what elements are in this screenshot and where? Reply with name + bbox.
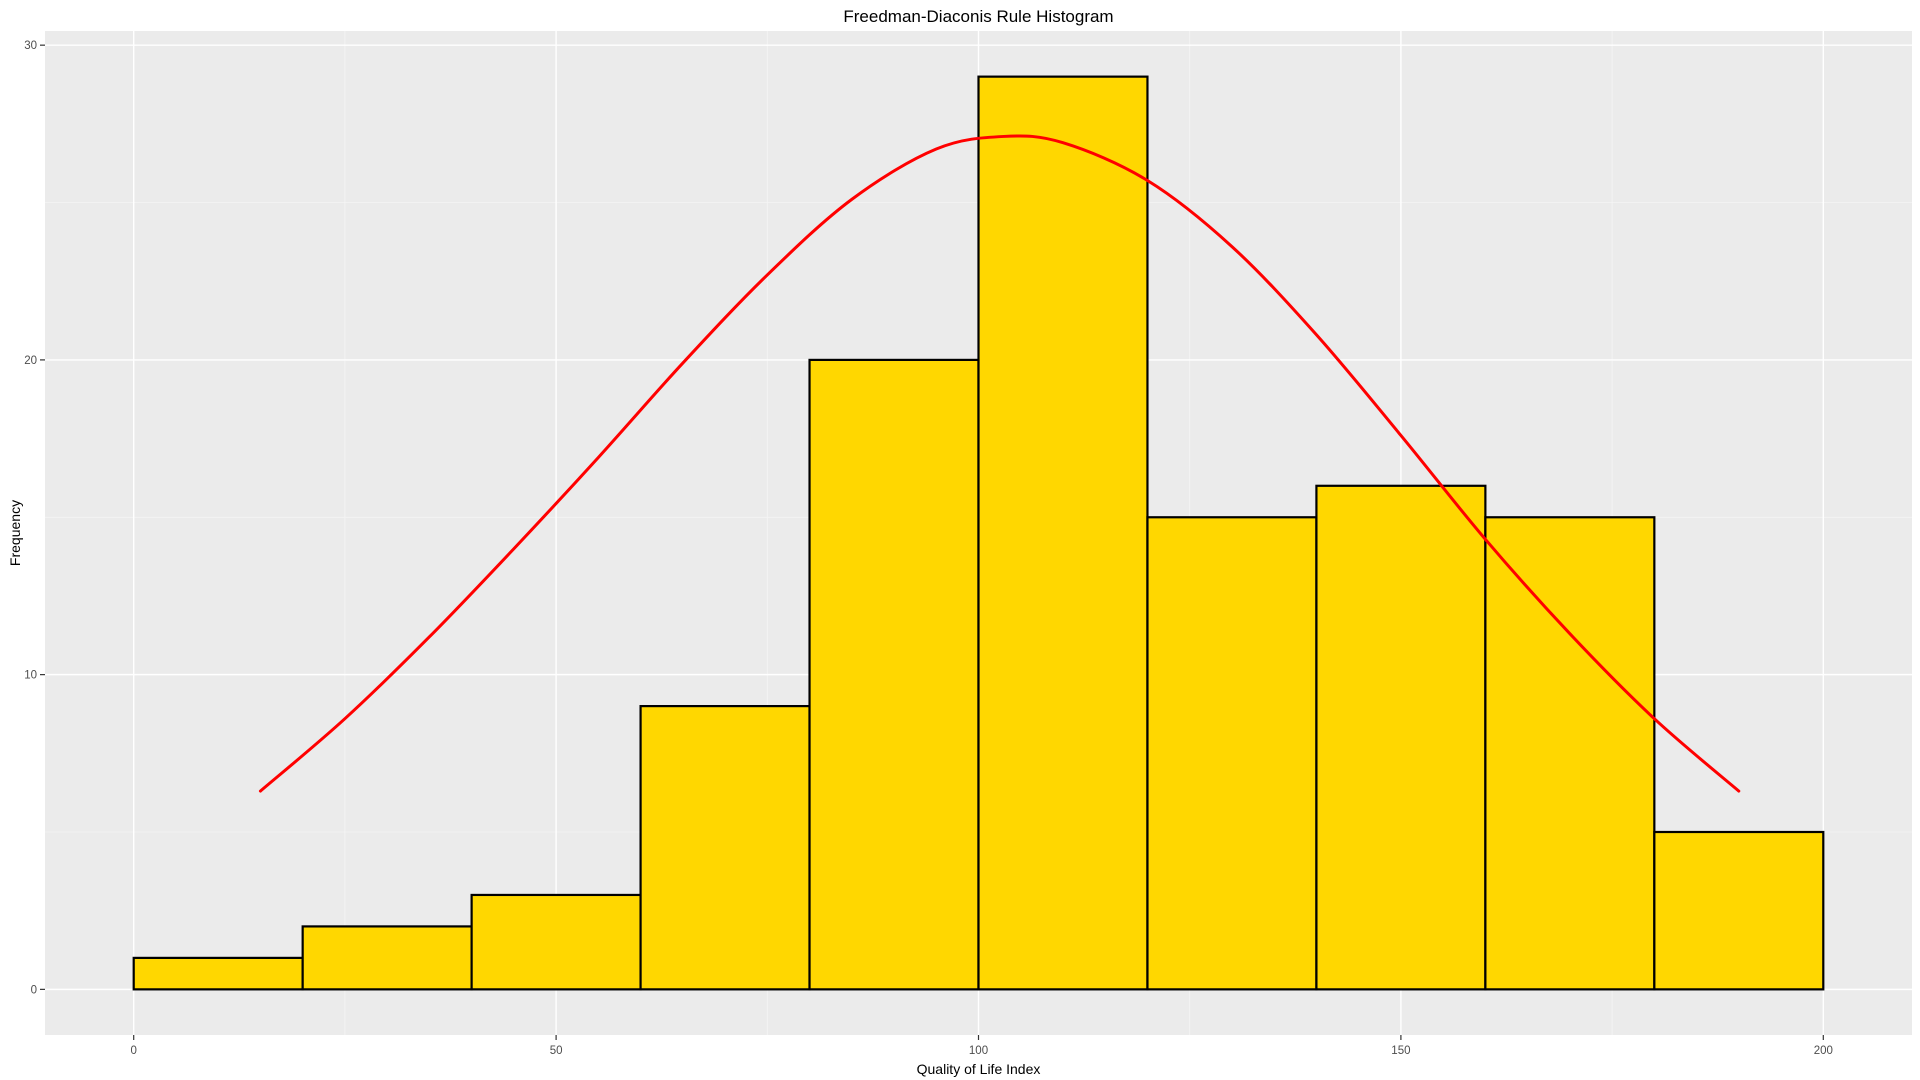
x-axis-title: Quality of Life Index	[917, 1061, 1041, 1077]
chart-title: Freedman-Diaconis Rule Histogram	[843, 7, 1113, 26]
histogram-bar	[1146, 516, 1318, 991]
x-tick-label: 0	[131, 1045, 137, 1057]
y-tick-label: 0	[31, 984, 37, 996]
histogram-bar	[639, 705, 811, 991]
density-curve	[258, 134, 1741, 793]
histogram-bar	[1484, 516, 1656, 991]
y-axis-title: Frequency	[7, 500, 23, 566]
histogram-bar	[132, 956, 304, 991]
histogram-bar	[1653, 830, 1825, 991]
x-tick-label: 150	[1391, 1045, 1410, 1057]
x-tick-label: 200	[1814, 1045, 1833, 1057]
histogram-bar	[1315, 484, 1487, 991]
x-tick-label: 100	[969, 1045, 988, 1057]
y-axis: 0 10 20 30	[24, 40, 45, 996]
histogram-bars	[132, 75, 1825, 991]
histogram-bar	[977, 75, 1149, 991]
histogram-bar	[470, 893, 642, 991]
x-axis: 0 50 100 150 200	[131, 1035, 1833, 1057]
y-tick-label: 20	[24, 355, 37, 367]
y-tick-label: 10	[24, 670, 37, 682]
y-tick-label: 30	[24, 40, 37, 52]
x-tick-label: 50	[550, 1045, 563, 1057]
histogram-bar	[301, 925, 473, 991]
histogram-bar	[808, 358, 980, 991]
